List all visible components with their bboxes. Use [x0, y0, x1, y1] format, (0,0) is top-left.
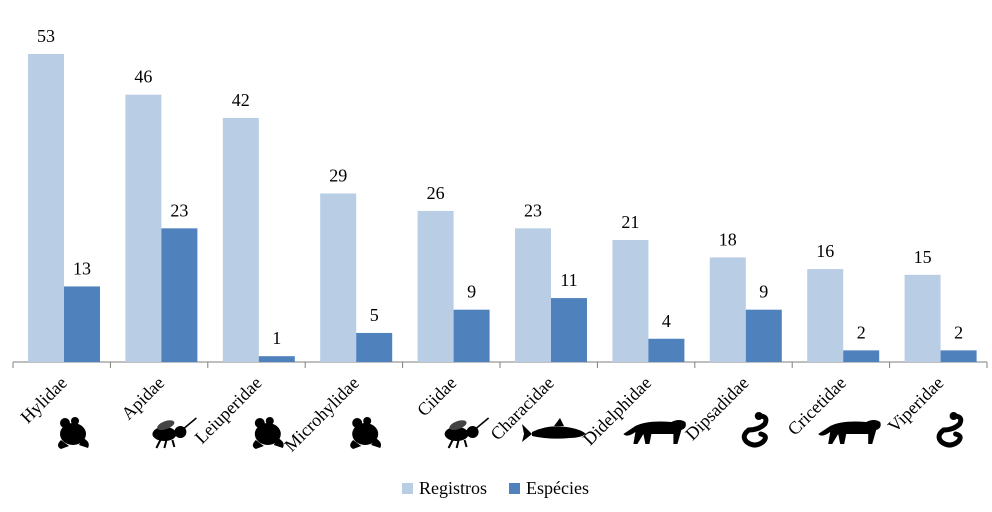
frog-icon — [350, 417, 382, 449]
snake-icon — [744, 412, 766, 445]
data-label: 11 — [560, 270, 577, 290]
data-label: 15 — [914, 247, 932, 267]
legend-item-registros: Registros — [402, 478, 487, 499]
data-label: 13 — [73, 258, 91, 278]
jaguar-icon — [623, 420, 686, 444]
bar-registros — [515, 228, 551, 362]
legend-label-registros: Registros — [419, 477, 488, 498]
category-label: Ciidae — [413, 373, 460, 420]
bar-registros — [807, 269, 844, 362]
category-label: Viperidae — [884, 373, 948, 437]
bar-registros — [125, 94, 162, 362]
bar-registros — [709, 257, 746, 362]
category-label: Microhylidae — [280, 373, 363, 456]
data-label: 42 — [232, 90, 250, 110]
data-label: 23 — [524, 200, 542, 220]
data-label: 1 — [272, 328, 281, 348]
bar-especies — [551, 298, 587, 362]
frog-icon — [252, 417, 284, 449]
fish-icon — [522, 418, 586, 442]
bar-registros — [28, 54, 64, 362]
data-label: 4 — [662, 311, 671, 331]
data-label: 23 — [170, 200, 188, 220]
legend: Registros Espécies — [402, 476, 611, 500]
bar-registros — [904, 274, 941, 362]
data-label: 53 — [37, 26, 55, 46]
frog-icon — [58, 417, 89, 449]
bar-especies — [64, 286, 100, 362]
category-label: Didelphidae — [579, 373, 655, 449]
data-label: 2 — [954, 322, 963, 342]
bee-icon — [443, 417, 490, 449]
data-label: 16 — [816, 241, 834, 261]
bar-especies — [648, 338, 685, 362]
bar-especies — [940, 350, 977, 362]
bar-especies — [356, 332, 393, 362]
bar-especies — [258, 356, 295, 362]
bar-registros — [320, 193, 357, 362]
bar-especies — [745, 309, 782, 362]
data-label: 9 — [759, 282, 768, 302]
legend-label-especies: Espécies — [526, 477, 589, 498]
plot-area: 5313Hylidae4623Apidae421Leiuperidae295Mi… — [12, 26, 988, 456]
data-label: 9 — [467, 282, 476, 302]
snake-icon — [939, 412, 961, 445]
legend-item-especies: Espécies — [509, 478, 589, 499]
bar-registros — [612, 239, 649, 362]
data-label: 2 — [857, 322, 866, 342]
data-label: 18 — [719, 229, 737, 249]
data-label: 26 — [427, 183, 445, 203]
data-label: 5 — [370, 305, 379, 325]
data-label: 21 — [621, 212, 639, 232]
legend-swatch-especies — [509, 482, 521, 494]
jaguar-icon — [818, 420, 881, 444]
category-label: Dipsadidae — [681, 373, 752, 444]
bar-especies — [161, 228, 198, 362]
category-label: Leiuperidae — [191, 373, 266, 448]
data-label: 29 — [329, 165, 347, 185]
bar-especies — [843, 350, 880, 362]
bar-registros — [417, 210, 454, 362]
data-label: 46 — [134, 67, 152, 87]
legend-swatch-registros — [402, 482, 413, 494]
bar-registros — [222, 117, 259, 362]
bar-especies — [453, 309, 490, 362]
category-label: Apidae — [117, 373, 168, 424]
